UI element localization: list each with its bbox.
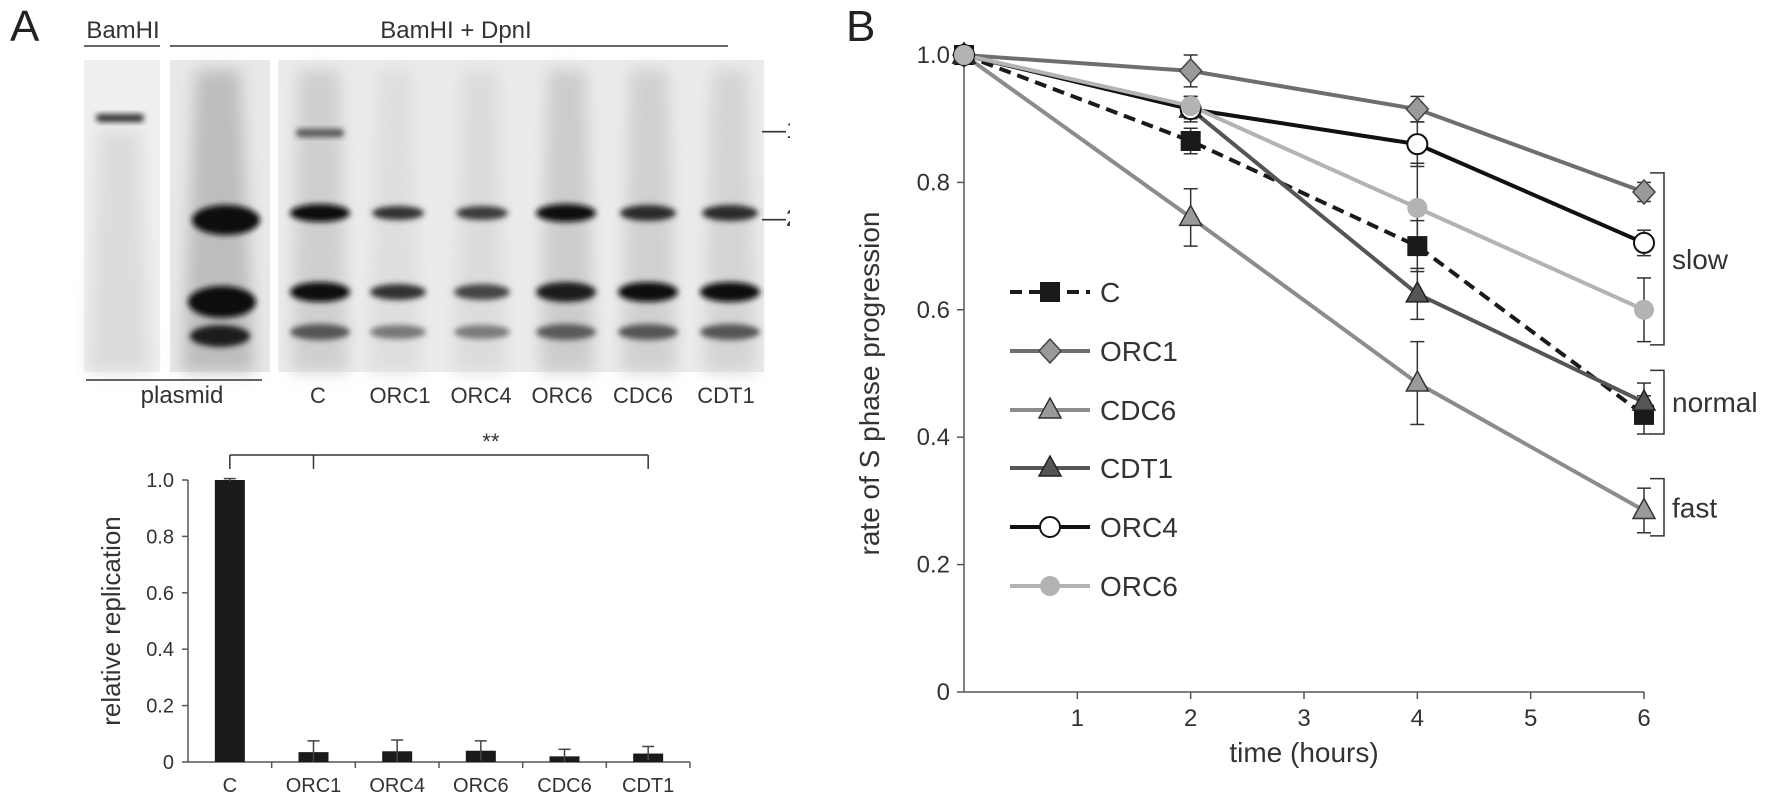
- bar-category-label: CDT1: [622, 775, 674, 797]
- series-orc6: [963, 53, 1651, 343]
- bar-y-axis-label: relative replication: [96, 516, 126, 726]
- point-orc6: [1180, 95, 1201, 116]
- point-cdc6: [1631, 496, 1657, 520]
- gel-lane-label-cdc6: CDC6: [613, 383, 673, 408]
- point-cdt1: [1405, 280, 1430, 303]
- line-chart: 0 0.2 0.4 0.6 0.8 1.0 1 2 3 4 5 6 time (hours) rate o…: [854, 41, 1758, 768]
- slow-bracket: [1650, 172, 1665, 346]
- gel-plasmid-label: plasmid: [141, 382, 224, 409]
- line-y-tick-label: 1.0: [917, 42, 950, 69]
- legend-label-c: C: [1100, 277, 1120, 308]
- series-line-c: [963, 53, 1646, 417]
- gel-smear-bamhi: [88, 130, 150, 372]
- line-x-tick-label: 5: [1524, 705, 1537, 732]
- line-y-tick-label: 0: [937, 679, 950, 706]
- point-orc4: [1406, 133, 1429, 156]
- legend-label-orc1: ORC1: [1100, 336, 1178, 367]
- gel-lane-orc6: [536, 70, 596, 372]
- line-y-tick-label: 0.2: [917, 552, 950, 579]
- point-cdc6: [1178, 203, 1203, 227]
- point-orc6: [1634, 299, 1654, 320]
- bar-y-tick-label: 1.0: [146, 470, 174, 492]
- line-x-tick-label: 2: [1184, 705, 1197, 732]
- line-y-tick-label: 0.6: [917, 297, 950, 324]
- point-orc1: [1178, 57, 1203, 85]
- legend-marker-orc4: [1039, 516, 1061, 538]
- line-x-tick-label: 6: [1637, 705, 1650, 732]
- gel-lane-label-orc6: ORC6: [531, 383, 592, 408]
- series-line-orc1: [963, 53, 1645, 194]
- point-c: [1407, 236, 1428, 257]
- bar-category-label: ORC1: [286, 775, 342, 797]
- series-cdt1: [963, 53, 1651, 423]
- normal-label: normal: [1672, 387, 1758, 418]
- gel-marker-2: —2: [762, 205, 790, 232]
- line-x-axis-label: time (hours): [1229, 737, 1378, 768]
- gel-image: BamHI BamHI + DpnI plasmid: [84, 17, 790, 409]
- gel-header-bamhi-dpni: BamHI + DpnI: [380, 17, 531, 44]
- point-cdt1: [1631, 388, 1657, 411]
- bar-c: [214, 480, 245, 762]
- point-cdc6: [1405, 369, 1430, 392]
- bar-chart: 0 0.2 0.4 0.6 0.8 1.0 C ORC1 ORC4 ORC6 CDC6 CDT1 rel…: [96, 429, 691, 797]
- bar-category-label: C: [223, 775, 237, 797]
- bar-y-tick-label: 0: [163, 752, 174, 774]
- series-line-cdc6: [962, 53, 1645, 513]
- bar-y-tick-label: 0.6: [146, 583, 174, 605]
- gel-panel-treated: [278, 60, 764, 372]
- line-y-tick-label: 0.8: [917, 169, 950, 196]
- panel-a-letter: A: [10, 2, 40, 51]
- point-orc6: [1407, 197, 1428, 218]
- gel-lane-label-orc4: ORC4: [450, 383, 511, 408]
- series-line-orc4: [963, 53, 1645, 245]
- fast-bracket: [1650, 477, 1665, 537]
- legend-label-orc4: ORC4: [1100, 512, 1178, 543]
- legend-marker-orc1: [1037, 337, 1063, 365]
- bar-category-label: ORC6: [453, 775, 509, 797]
- bar-category-label: ORC4: [369, 775, 425, 797]
- gel-lane-orc4: [454, 70, 510, 372]
- line-x-tick-label: 1: [1071, 705, 1084, 732]
- line-y-tick-label: 0.4: [917, 424, 950, 451]
- normal-bracket: [1650, 369, 1665, 435]
- gel-marker-1: —1: [762, 117, 790, 144]
- gel-lane-label-c: C: [310, 383, 326, 408]
- gel-lane-label-orc1: ORC1: [369, 383, 430, 408]
- series-c: [963, 53, 1651, 435]
- gel-lane-cdc6: [618, 70, 678, 372]
- legend-marker-cdc6: [1037, 396, 1063, 419]
- legend-marker-cdt1: [1037, 454, 1063, 477]
- legend-marker-c: [1040, 282, 1060, 302]
- series-line-orc6: [963, 53, 1645, 312]
- gel-lane-orc1: [370, 70, 426, 372]
- line-x-tick-label: 4: [1411, 705, 1424, 732]
- bar-category-label: CDC6: [537, 775, 591, 797]
- fast-label: fast: [1672, 492, 1717, 523]
- gel-lane-cdt1: [700, 70, 760, 372]
- point-orc1: [1405, 96, 1430, 123]
- gel-band-bamhi-1: [96, 114, 144, 122]
- gel-lane-c: [290, 70, 350, 372]
- legend-label-cdt1: CDT1: [1100, 453, 1173, 484]
- legend-label-orc6: ORC6: [1100, 571, 1178, 602]
- gel-header-bamhi: BamHI: [86, 17, 159, 44]
- line-y-axis-label: rate of S phase progression: [854, 212, 885, 556]
- gel-lane-label-cdt1: CDT1: [697, 383, 754, 408]
- point-orc1: [1631, 178, 1657, 206]
- point-orc6: [954, 45, 974, 65]
- gel-band-plasmid-4: [190, 325, 250, 347]
- legend-marker-orc6: [1040, 576, 1060, 596]
- line-x-tick-label: 3: [1297, 705, 1310, 732]
- bar-y-tick-label: 0.8: [146, 526, 174, 548]
- bar-y-tick-label: 0.2: [146, 696, 174, 718]
- point-orc4: [1633, 231, 1655, 254]
- gel-band-plasmid-2: [192, 205, 260, 235]
- panel-b-letter: B: [846, 2, 876, 51]
- legend-label-cdc6: CDC6: [1100, 395, 1176, 426]
- bar-y-tick-label: 0.4: [146, 639, 174, 661]
- significance-stars: **: [482, 429, 500, 454]
- gel-band-plasmid-3: [188, 286, 256, 318]
- point-c: [1180, 130, 1201, 151]
- slow-label: slow: [1672, 244, 1729, 275]
